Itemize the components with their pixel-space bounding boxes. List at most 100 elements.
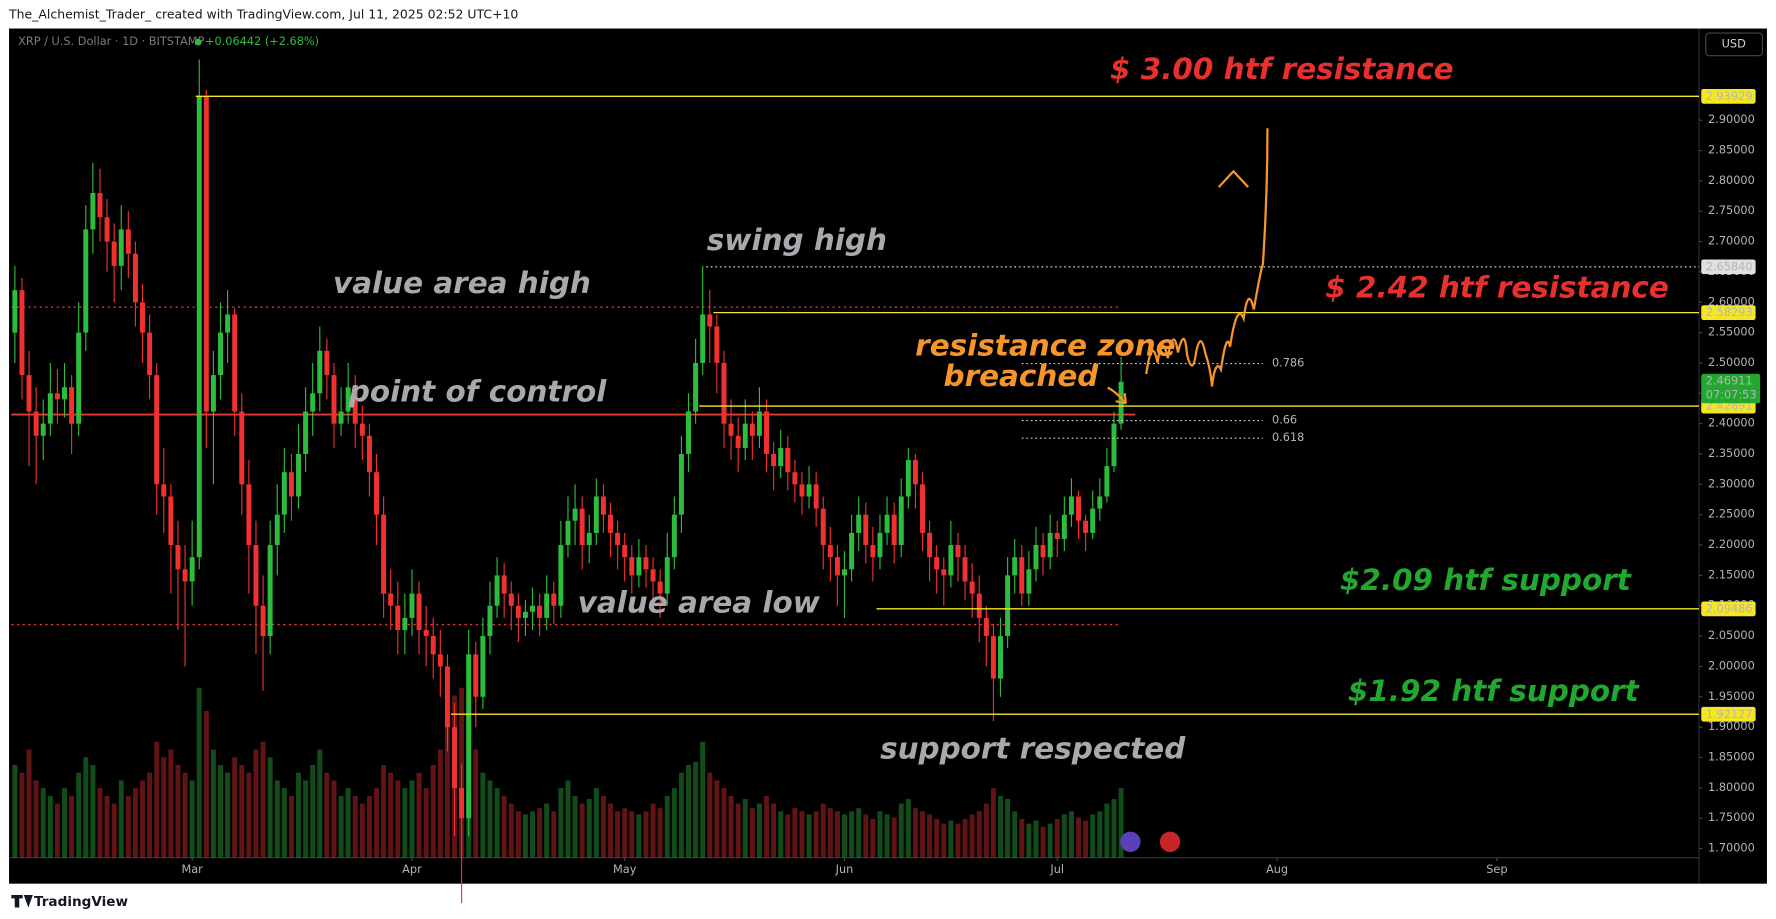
- candle-body: [615, 532, 621, 546]
- candle-body: [239, 411, 245, 485]
- event-icon[interactable]: [1120, 831, 1141, 852]
- candle-body: [813, 484, 819, 509]
- volume-bar: [693, 761, 699, 858]
- candle-body: [175, 545, 181, 570]
- volume-bar: [253, 749, 259, 858]
- candle-body: [537, 605, 543, 618]
- candle-body: [76, 332, 82, 424]
- candle-body: [1097, 496, 1103, 509]
- candle-body: [572, 508, 578, 521]
- candle-body: [47, 393, 53, 424]
- volume-bar: [558, 788, 564, 858]
- candle-body: [629, 557, 635, 576]
- volume-bar: [26, 749, 32, 858]
- volume-bar: [154, 741, 160, 858]
- volume-bar: [260, 741, 266, 858]
- volume-bar: [125, 795, 131, 858]
- arrow: [1107, 386, 1127, 405]
- candle-body: [1068, 496, 1074, 515]
- x-tick-label: Jun: [835, 862, 854, 876]
- y-tick-label: 1.90000: [1708, 719, 1755, 733]
- candle-body: [799, 484, 805, 497]
- candle-body: [650, 569, 656, 582]
- candle-body: [338, 411, 344, 424]
- candle-body: [253, 545, 259, 606]
- volume-bar: [338, 795, 344, 858]
- volume-bar: [203, 710, 209, 858]
- volume-bar: [650, 803, 656, 858]
- volume-bar: [473, 749, 479, 858]
- annotation: resistance zone: [915, 328, 1175, 362]
- y-tick-label: 1.75000: [1708, 810, 1755, 824]
- candle-body: [636, 557, 642, 576]
- candle-body: [296, 454, 301, 497]
- volume-bar: [742, 798, 748, 858]
- volume-bar: [437, 749, 443, 858]
- annotation: $2.09 htf support: [1340, 563, 1632, 597]
- candle-body: [452, 727, 457, 788]
- volume-bar: [608, 803, 613, 858]
- volume-bar: [615, 811, 621, 858]
- candle-body: [905, 460, 911, 497]
- event-icon[interactable]: [1159, 831, 1181, 852]
- volume-bar: [303, 780, 309, 858]
- candle-body: [849, 532, 855, 570]
- candle-body: [409, 593, 415, 618]
- volume-bar: [296, 772, 301, 858]
- annotation: breached: [944, 359, 1100, 393]
- volume-bar: [189, 780, 195, 858]
- volume-bar: [175, 764, 181, 858]
- x-tick-label: Sep: [1486, 862, 1507, 876]
- fib-label: 0.618: [1272, 430, 1304, 444]
- candle-body: [912, 460, 918, 485]
- volume-bar: [196, 687, 202, 858]
- volume-bar: [941, 823, 947, 858]
- candle-body: [480, 636, 486, 697]
- currency[interactable]: USD: [1722, 36, 1746, 50]
- level-price-label: 2.58293: [1706, 305, 1753, 319]
- volume-bar: [920, 811, 925, 858]
- candle-body: [147, 332, 153, 376]
- fib-label: 0.786: [1272, 356, 1304, 370]
- candle-body: [764, 411, 769, 455]
- volume-bar: [948, 820, 954, 858]
- candle-body: [210, 375, 216, 412]
- candle-body: [948, 545, 954, 576]
- candle-body: [168, 496, 174, 546]
- volume-bar: [898, 803, 904, 858]
- candle-body: [990, 636, 996, 679]
- volume-bar: [366, 795, 372, 858]
- candle-body: [1047, 532, 1053, 558]
- level-price-label: 1.92127: [1706, 707, 1753, 721]
- candle-body: [756, 411, 762, 436]
- footer-brand: TradingView: [34, 894, 129, 910]
- candle-body: [700, 314, 706, 363]
- volume-bar: [381, 764, 387, 858]
- status-dot: [194, 38, 202, 46]
- volume-bar: [551, 811, 557, 858]
- level-price-label: 2.93929: [1706, 89, 1753, 103]
- volume-bar: [735, 803, 741, 858]
- candle-body: [324, 350, 330, 376]
- candle-body: [381, 514, 387, 594]
- volume-bar: [820, 803, 826, 858]
- volume-bar: [856, 808, 862, 858]
- volume-bar: [281, 788, 287, 858]
- volume-bar: [83, 757, 89, 858]
- volume-bar: [104, 795, 110, 858]
- candle-body: [870, 545, 876, 558]
- candle-body: [955, 545, 961, 558]
- volume-bar: [444, 710, 450, 858]
- candle-body: [303, 411, 309, 455]
- x-tick-label: Mar: [181, 862, 203, 876]
- candle-body: [111, 241, 117, 266]
- currency-box[interactable]: [1705, 32, 1763, 57]
- volume-bar: [132, 788, 138, 858]
- volume-bar: [643, 811, 649, 858]
- volume-bar: [1068, 811, 1074, 858]
- candle-body: [735, 435, 741, 448]
- volume-bar: [487, 780, 493, 858]
- candle-body: [1090, 508, 1096, 533]
- candle-body: [203, 95, 209, 412]
